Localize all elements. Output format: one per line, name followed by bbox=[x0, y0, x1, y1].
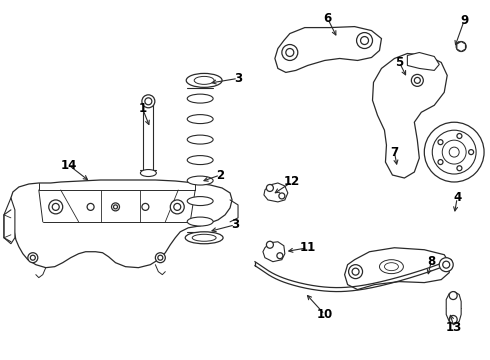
Circle shape bbox=[456, 41, 466, 51]
Ellipse shape bbox=[187, 197, 213, 206]
Circle shape bbox=[267, 184, 273, 192]
Circle shape bbox=[155, 253, 165, 263]
Text: 6: 6 bbox=[323, 12, 332, 25]
Circle shape bbox=[457, 166, 462, 171]
Circle shape bbox=[114, 205, 118, 209]
Circle shape bbox=[348, 265, 363, 279]
Text: 3: 3 bbox=[231, 218, 239, 231]
Ellipse shape bbox=[186, 73, 222, 87]
Circle shape bbox=[49, 200, 63, 214]
Circle shape bbox=[449, 292, 457, 300]
Polygon shape bbox=[275, 27, 382, 72]
Circle shape bbox=[142, 203, 149, 210]
Ellipse shape bbox=[187, 114, 213, 123]
Circle shape bbox=[279, 193, 285, 199]
Circle shape bbox=[171, 200, 184, 214]
Polygon shape bbox=[344, 248, 449, 289]
Text: 1: 1 bbox=[138, 102, 147, 115]
Circle shape bbox=[52, 203, 59, 210]
Text: 4: 4 bbox=[453, 192, 461, 204]
Ellipse shape bbox=[187, 94, 213, 103]
Polygon shape bbox=[11, 180, 232, 268]
Ellipse shape bbox=[192, 234, 216, 241]
Circle shape bbox=[145, 98, 152, 105]
Polygon shape bbox=[4, 198, 15, 244]
Polygon shape bbox=[144, 100, 153, 170]
Text: 14: 14 bbox=[60, 158, 77, 172]
Text: 9: 9 bbox=[460, 14, 468, 27]
Circle shape bbox=[457, 134, 462, 139]
Circle shape bbox=[449, 315, 457, 323]
Circle shape bbox=[87, 203, 94, 210]
Circle shape bbox=[415, 77, 420, 84]
Text: 10: 10 bbox=[317, 308, 333, 321]
Circle shape bbox=[412, 75, 423, 86]
Ellipse shape bbox=[187, 176, 213, 185]
Circle shape bbox=[438, 159, 443, 165]
Circle shape bbox=[352, 268, 359, 275]
Text: 12: 12 bbox=[284, 175, 300, 189]
Ellipse shape bbox=[141, 170, 156, 176]
Text: 11: 11 bbox=[299, 241, 316, 254]
Circle shape bbox=[438, 140, 443, 145]
Circle shape bbox=[443, 261, 450, 268]
Circle shape bbox=[458, 44, 464, 50]
Circle shape bbox=[357, 32, 372, 49]
Polygon shape bbox=[407, 53, 439, 71]
Circle shape bbox=[468, 150, 474, 154]
Circle shape bbox=[277, 253, 283, 259]
Circle shape bbox=[142, 95, 155, 108]
Circle shape bbox=[361, 37, 368, 45]
Circle shape bbox=[267, 241, 273, 248]
Circle shape bbox=[30, 255, 35, 260]
Circle shape bbox=[28, 253, 38, 263]
Text: 7: 7 bbox=[391, 145, 398, 159]
Circle shape bbox=[442, 140, 466, 164]
Ellipse shape bbox=[185, 232, 223, 244]
Circle shape bbox=[174, 203, 181, 210]
Polygon shape bbox=[264, 183, 288, 202]
Polygon shape bbox=[372, 54, 447, 178]
Circle shape bbox=[112, 203, 120, 211]
Circle shape bbox=[439, 258, 453, 272]
Polygon shape bbox=[457, 41, 465, 51]
Ellipse shape bbox=[187, 217, 213, 226]
Ellipse shape bbox=[187, 135, 213, 144]
Circle shape bbox=[158, 255, 163, 260]
Ellipse shape bbox=[194, 76, 214, 84]
Circle shape bbox=[432, 130, 476, 174]
Ellipse shape bbox=[379, 260, 403, 274]
Text: 13: 13 bbox=[446, 321, 462, 334]
Ellipse shape bbox=[187, 156, 213, 165]
Text: 2: 2 bbox=[216, 168, 224, 181]
Text: 3: 3 bbox=[234, 72, 242, 85]
Circle shape bbox=[282, 45, 298, 60]
Polygon shape bbox=[446, 292, 461, 324]
Ellipse shape bbox=[385, 263, 398, 271]
Text: 5: 5 bbox=[395, 56, 404, 69]
Circle shape bbox=[286, 49, 294, 57]
Text: 8: 8 bbox=[427, 255, 436, 268]
Polygon shape bbox=[263, 242, 285, 262]
Circle shape bbox=[449, 147, 459, 157]
Circle shape bbox=[424, 122, 484, 182]
